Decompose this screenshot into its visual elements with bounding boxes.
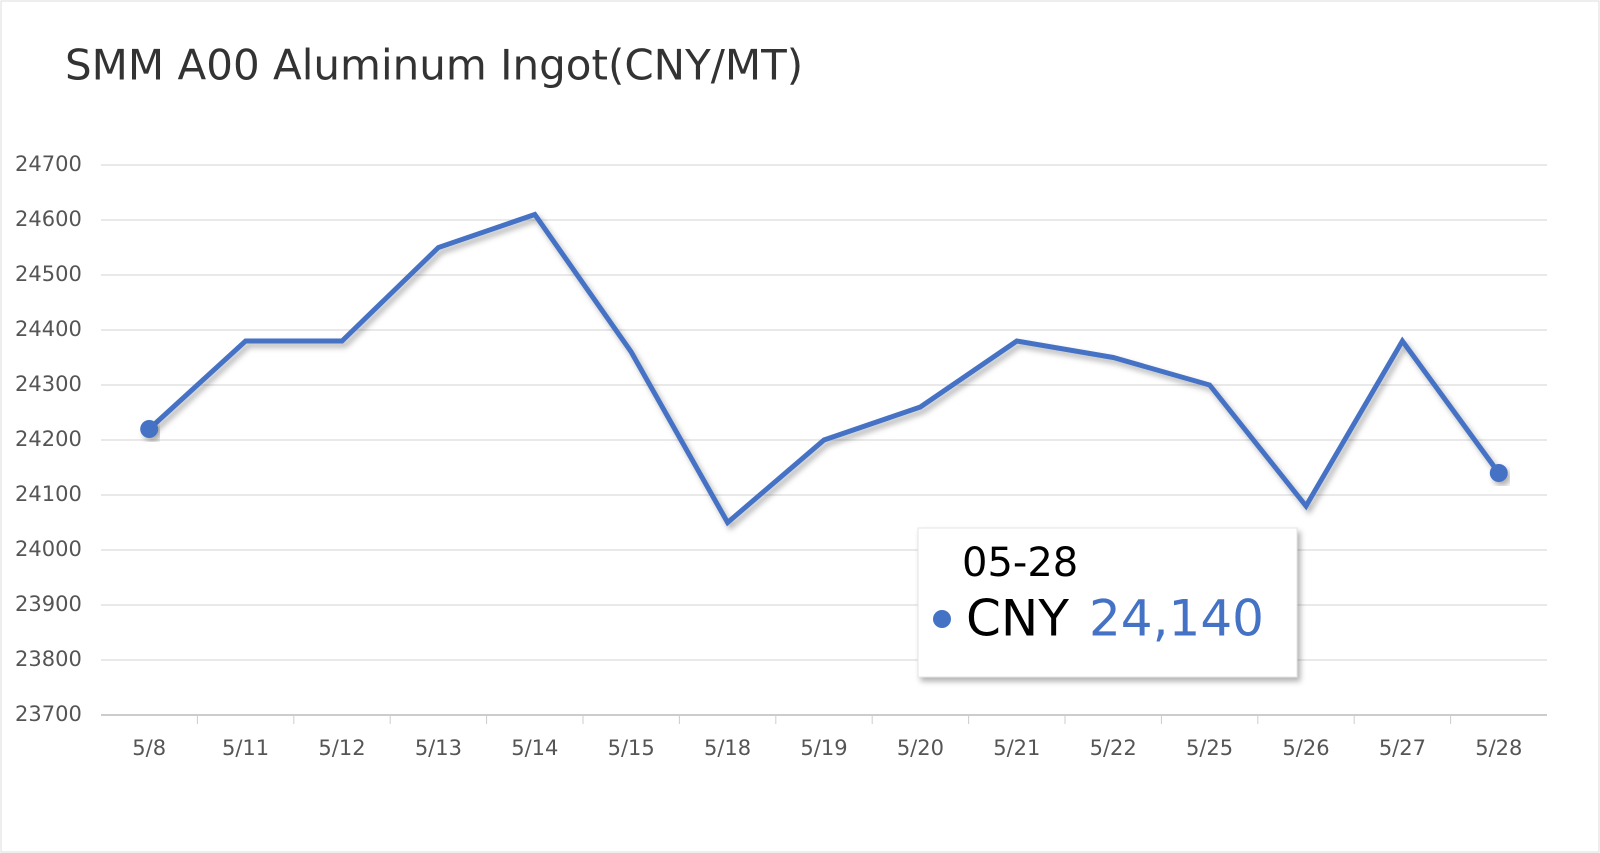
x-tick-label: 5/15 xyxy=(608,736,655,760)
point-marker xyxy=(140,420,159,438)
point-marker xyxy=(1489,464,1508,482)
tooltip-value: 24,140 xyxy=(1089,590,1264,648)
y-tick-label: 24700 xyxy=(15,152,82,176)
x-tick-label: 5/22 xyxy=(1090,736,1137,760)
tooltip-title: 05-28 xyxy=(962,540,1078,586)
line xyxy=(147,211,1501,527)
x-tick-label: 5/12 xyxy=(318,736,365,760)
x-tick-label: 5/25 xyxy=(1186,736,1233,760)
tooltip-series: CNY xyxy=(966,590,1069,648)
x-tick-label: 5/11 xyxy=(222,736,269,760)
x-tick-label: 5/18 xyxy=(704,736,751,760)
y-tick-label: 23700 xyxy=(15,702,82,726)
y-tick-label: 23900 xyxy=(15,592,82,616)
y-tick-label: 23800 xyxy=(15,647,82,671)
y-tick-label: 24000 xyxy=(15,537,82,561)
chart-title: SMM A00 Aluminum Ingot(CNY/MT) xyxy=(65,41,803,90)
x-tick-label: 5/14 xyxy=(511,736,558,760)
x-tick-label: 5/8 xyxy=(132,736,166,760)
tooltip-dot xyxy=(933,610,951,628)
x-tick-label: 5/26 xyxy=(1282,736,1329,760)
y-tick-label: 24300 xyxy=(15,372,82,396)
y-tick-label: 24200 xyxy=(15,427,82,451)
x-tick-label: 5/28 xyxy=(1475,736,1522,760)
y-tick-label: 24500 xyxy=(15,262,82,286)
x-tick-label: 5/13 xyxy=(415,736,462,760)
y-tick-label: 24100 xyxy=(15,482,82,506)
x-tick-label: 5/20 xyxy=(897,736,944,760)
x-tick-label: 5/19 xyxy=(800,736,847,760)
x-tick-label: 5/21 xyxy=(993,736,1040,760)
y-tick-label: 24400 xyxy=(15,317,82,341)
x-tick-label: 5/27 xyxy=(1379,736,1426,760)
y-tick-label: 24600 xyxy=(15,207,82,231)
tooltip-box xyxy=(917,527,1298,678)
